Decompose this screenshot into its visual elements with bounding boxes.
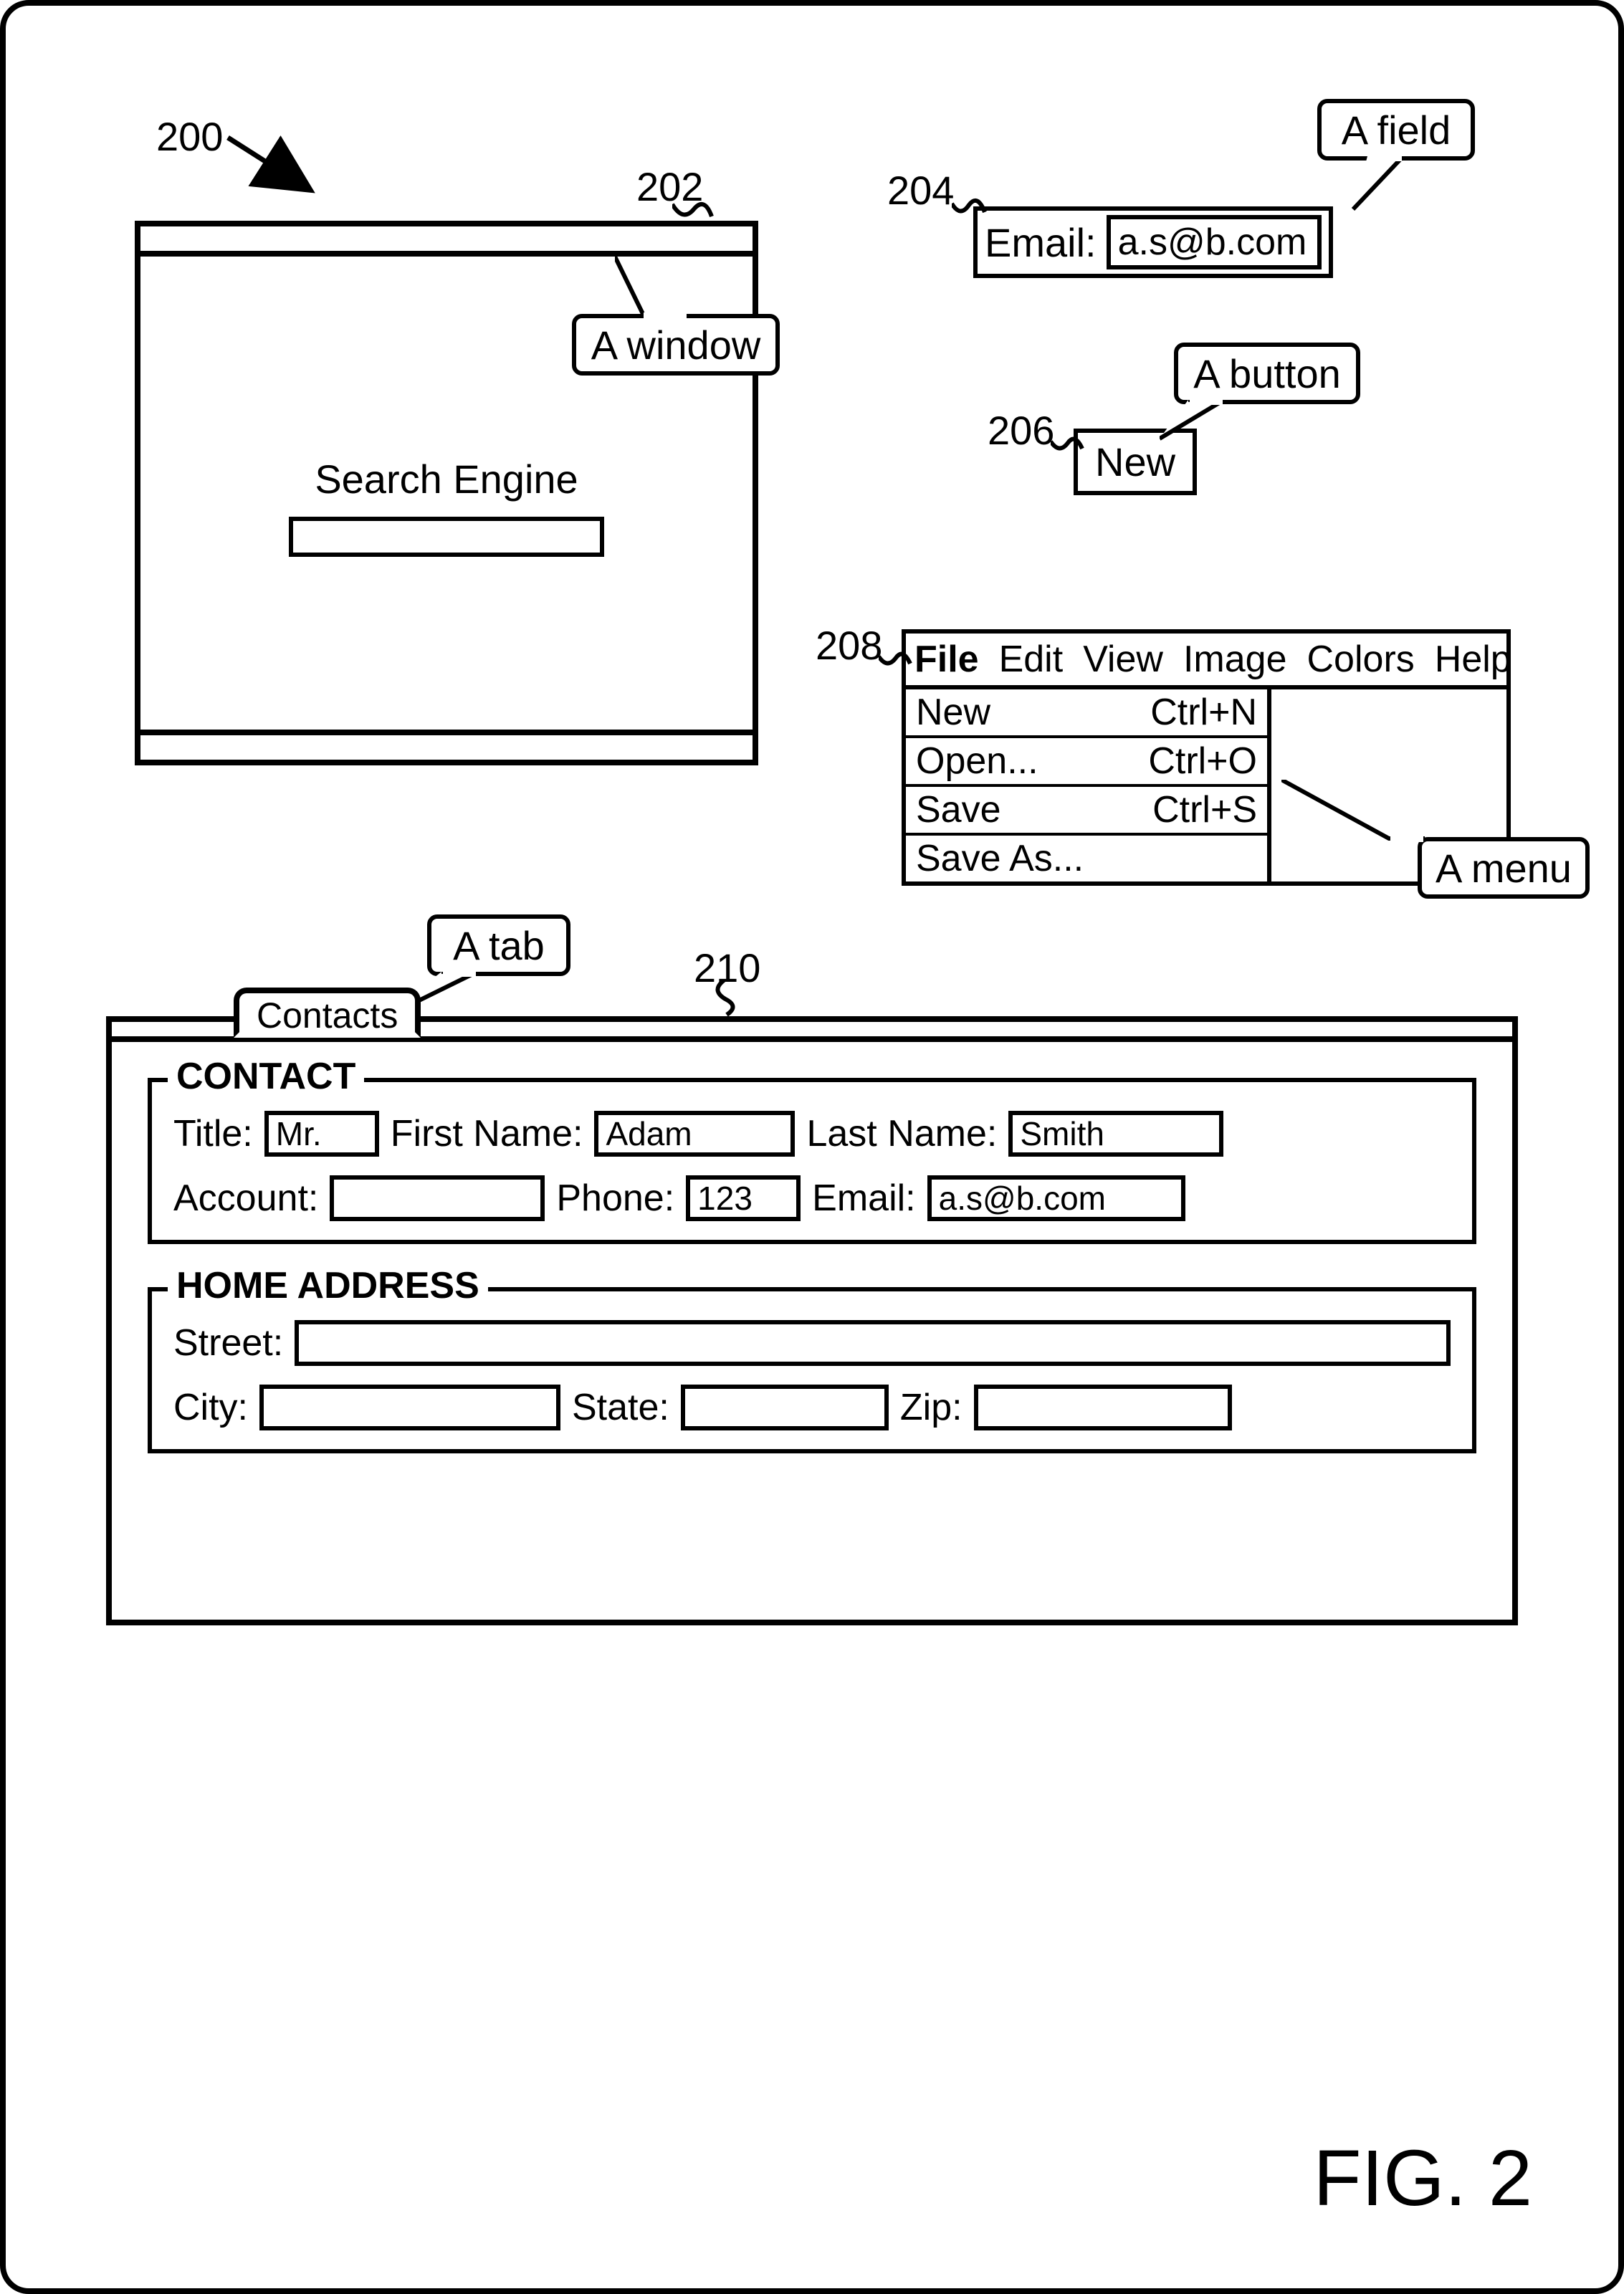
- squiggle-202: [672, 201, 715, 229]
- menu-row-open-label: Open...: [916, 740, 1038, 783]
- inp-first[interactable]: Adam: [594, 1111, 795, 1157]
- callout-window-text: A window: [591, 322, 761, 368]
- lbl-first: First Name:: [391, 1112, 583, 1155]
- field-example-input[interactable]: a.s@b.com: [1107, 215, 1322, 269]
- menu-row-saveas-label: Save As...: [916, 837, 1084, 880]
- menu-dropdown: New Ctrl+N Open... Ctrl+O Save Ctrl+S Sa…: [906, 689, 1271, 881]
- squiggle-210: [715, 980, 744, 1016]
- inp-last[interactable]: Smith: [1008, 1111, 1223, 1157]
- inp-city[interactable]: [259, 1385, 560, 1430]
- menu-row-open-shortcut: Ctrl+O: [1148, 740, 1257, 783]
- callout-window: A window: [572, 314, 780, 376]
- menu-row-save-label: Save: [916, 788, 1001, 831]
- ref-208: 208: [816, 622, 882, 669]
- menu-item-file[interactable]: File: [914, 638, 979, 681]
- inp-phone[interactable]: 123: [686, 1175, 801, 1221]
- menu-row-new-shortcut: Ctrl+N: [1150, 691, 1257, 734]
- fieldset-contact: CONTACT Title: Mr. First Name: Adam Last…: [148, 1078, 1476, 1244]
- inp-state[interactable]: [681, 1385, 889, 1430]
- callout-menu-tail: [1281, 780, 1432, 859]
- ref-208-text: 208: [816, 623, 882, 668]
- lbl-city: City:: [173, 1386, 248, 1429]
- lbl-street: Street:: [173, 1322, 283, 1365]
- squiggle-206: [1051, 436, 1085, 462]
- tab-contacts[interactable]: Contacts: [234, 988, 421, 1038]
- squiggle-204: [952, 198, 988, 226]
- menu-row-save-shortcut: Ctrl+S: [1152, 788, 1257, 831]
- ref-200-text: 200: [156, 114, 223, 159]
- callout-field-text: A field: [1342, 107, 1451, 153]
- menu-row-new-label: New: [916, 691, 990, 734]
- fieldset-address: HOME ADDRESS Street: City: State: Zip:: [148, 1287, 1476, 1453]
- squiggle-208: [879, 651, 913, 677]
- search-engine-title: Search Engine: [140, 456, 753, 502]
- field-example-label: Email:: [985, 219, 1097, 266]
- field-example: Email: a.s@b.com: [973, 206, 1333, 278]
- tab-contacts-label: Contacts: [257, 995, 398, 1036]
- callout-button-text: A button: [1193, 350, 1341, 397]
- menu-row-saveas[interactable]: Save As...: [906, 836, 1267, 881]
- callout-menu-text: A menu: [1436, 845, 1572, 892]
- menu-item-help[interactable]: Help: [1435, 638, 1511, 681]
- lbl-last: Last Name:: [806, 1112, 997, 1155]
- menu-row-save[interactable]: Save Ctrl+S: [906, 787, 1267, 836]
- patent-figure-page: 200 Search Engine 202 A window: [0, 0, 1624, 2294]
- ref-204: 204: [887, 167, 954, 214]
- lbl-email: Email:: [812, 1177, 915, 1220]
- ref-206-text: 206: [988, 408, 1054, 453]
- menu-row-new[interactable]: New Ctrl+N: [906, 689, 1267, 738]
- menu-row-open[interactable]: Open... Ctrl+O: [906, 738, 1267, 787]
- callout-field-tail: [1346, 156, 1425, 214]
- lbl-phone: Phone:: [556, 1177, 674, 1220]
- form-window: Contacts A tab CONTACT Title: Mr. First …: [106, 1016, 1518, 1625]
- callout-button: A button: [1174, 343, 1360, 404]
- callout-field: A field: [1317, 99, 1475, 161]
- callout-tab-text: A tab: [453, 922, 545, 969]
- legend-address: HOME ADDRESS: [168, 1264, 488, 1307]
- legend-contact: CONTACT: [168, 1055, 364, 1098]
- figure-label: FIG. 2: [1313, 2133, 1532, 2224]
- menu-item-colors[interactable]: Colors: [1307, 638, 1415, 681]
- ref-200: 200: [156, 113, 223, 160]
- window-statusbar: [140, 730, 753, 760]
- menu-item-image[interactable]: Image: [1183, 638, 1287, 681]
- inp-account[interactable]: [330, 1175, 545, 1221]
- lbl-account: Account:: [173, 1177, 318, 1220]
- ref-206: 206: [988, 407, 1054, 454]
- form-body: CONTACT Title: Mr. First Name: Adam Last…: [112, 1036, 1512, 1620]
- menu-item-edit[interactable]: Edit: [999, 638, 1064, 681]
- menu-item-view[interactable]: View: [1083, 638, 1163, 681]
- lbl-state: State:: [572, 1386, 669, 1429]
- callout-menu: A menu: [1418, 837, 1590, 899]
- lbl-title: Title:: [173, 1112, 253, 1155]
- inp-email[interactable]: a.s@b.com: [927, 1175, 1185, 1221]
- menu-bar: File Edit View Image Colors Help: [906, 634, 1506, 689]
- ref-204-text: 204: [887, 168, 954, 213]
- lbl-zip: Zip:: [900, 1386, 963, 1429]
- callout-tab: A tab: [427, 914, 570, 976]
- inp-zip[interactable]: [974, 1385, 1232, 1430]
- inp-title[interactable]: Mr.: [264, 1111, 379, 1157]
- inp-street[interactable]: [295, 1320, 1451, 1366]
- button-example-label: New: [1095, 439, 1175, 484]
- search-input[interactable]: [289, 517, 604, 557]
- window-titlebar: [140, 226, 753, 257]
- callout-button-tail: [1160, 400, 1246, 443]
- callout-window-tail: [615, 257, 701, 321]
